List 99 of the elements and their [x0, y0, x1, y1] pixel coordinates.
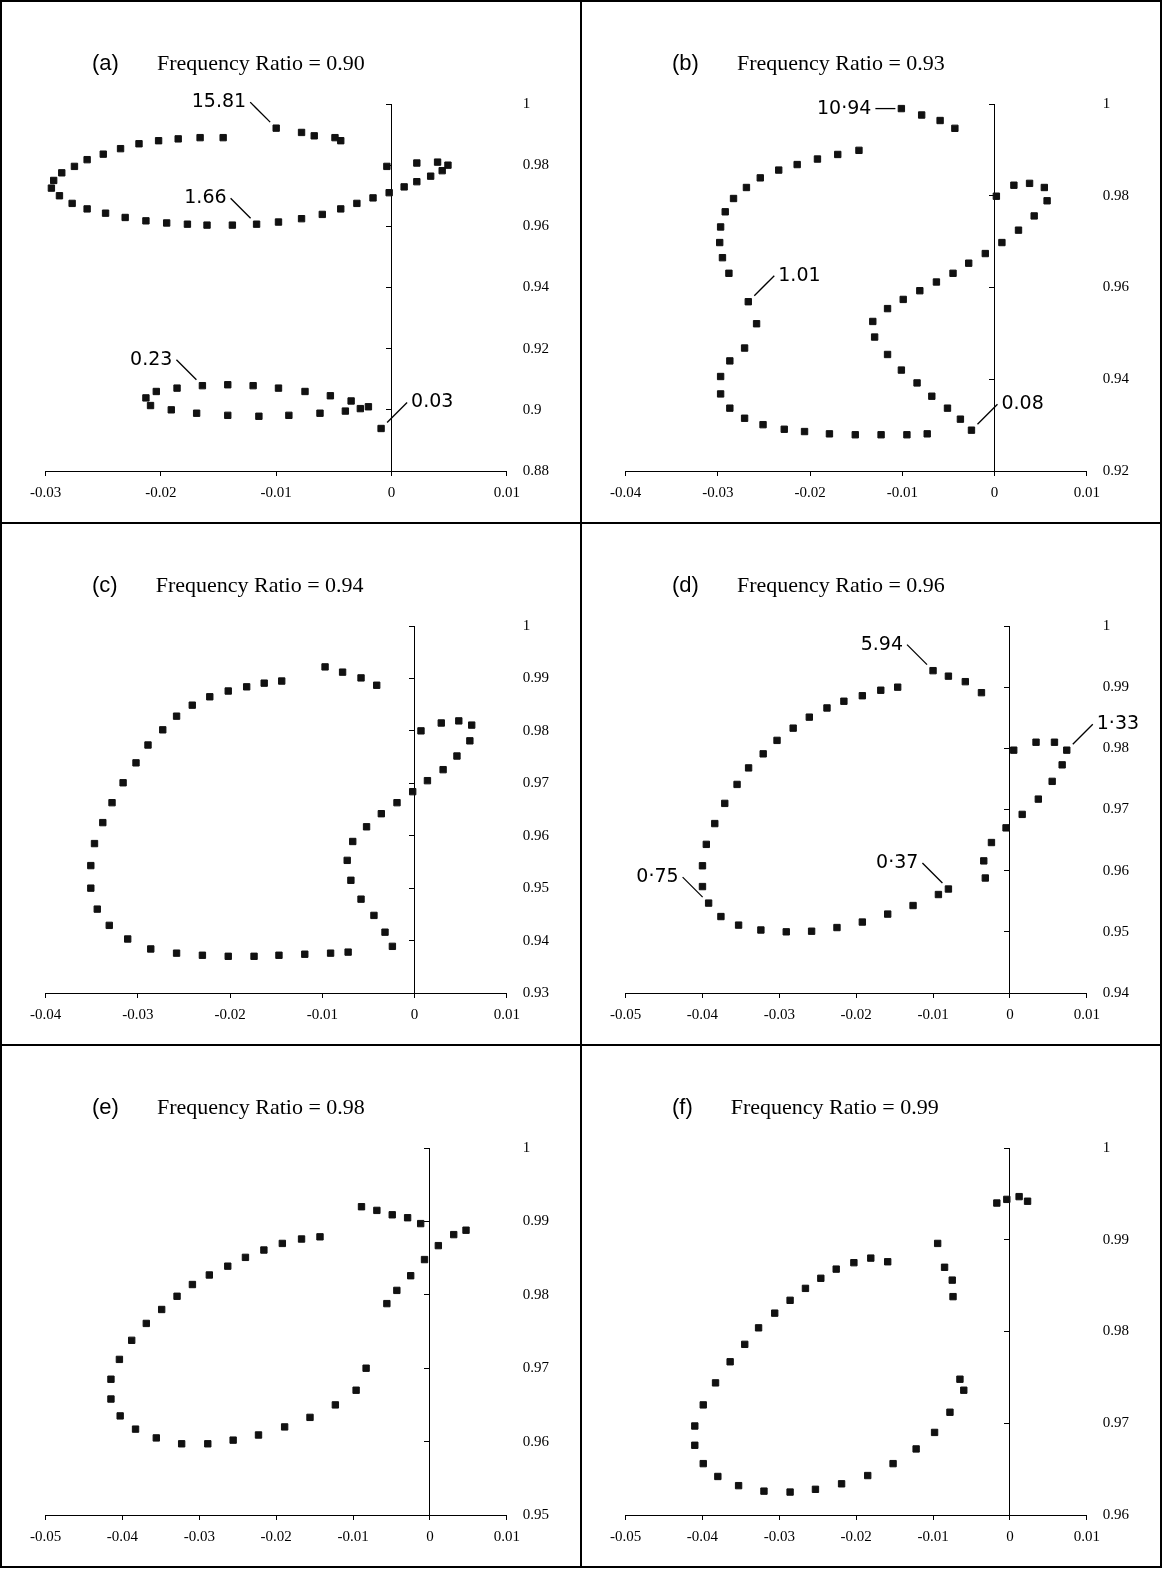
- annotation: 5.94: [860, 631, 904, 654]
- y-tick-label: 0.92: [1102, 461, 1129, 478]
- x-tick-label: 0.01: [1073, 1527, 1100, 1544]
- y-tick-label: 0.96: [522, 1432, 550, 1449]
- y-tick-label: 0.98: [522, 1285, 549, 1302]
- y-tick-label: 0.98: [1102, 1322, 1129, 1339]
- y-tick-label: 0.98: [1102, 186, 1129, 203]
- y-tick-label: 0.96: [1102, 1505, 1130, 1522]
- annotation: 0.03: [411, 389, 454, 412]
- chart-subtitle: Frequency Ratio = 0.98: [156, 1094, 365, 1119]
- y-tick-label: 0.9: [522, 400, 542, 417]
- y-tick-label: 0.97: [522, 774, 550, 791]
- y-tick-label: 0.94: [1102, 370, 1130, 387]
- y-tick-label: 0.94: [1102, 983, 1130, 1000]
- y-tick-label: 0.92: [522, 339, 549, 356]
- y-tick-label: 0.94: [522, 278, 550, 295]
- x-tick-label: -0.02: [840, 1527, 872, 1544]
- chart-title: (b): [672, 50, 699, 75]
- x-tick-label: -0.03: [763, 1005, 795, 1022]
- x-tick-label: 0: [426, 1527, 434, 1544]
- chart-subtitle: Frequency Ratio = 0.93: [736, 50, 945, 75]
- y-tick-label: 0.99: [522, 669, 549, 686]
- x-tick-label: -0.04: [30, 1005, 62, 1022]
- y-tick-label: 1: [1102, 1138, 1111, 1155]
- x-tick-label: -0.03: [30, 483, 62, 500]
- y-tick-label: 1: [522, 616, 531, 633]
- x-tick-label: 0.01: [1073, 483, 1100, 500]
- y-tick-label: 0.96: [522, 826, 550, 843]
- x-tick-label: -0.01: [917, 1527, 949, 1544]
- x-tick-label: -0.01: [306, 1005, 338, 1022]
- y-tick-label: 1: [1102, 616, 1111, 633]
- x-tick-label: -0.02: [214, 1005, 246, 1022]
- x-tick-label: -0.04: [686, 1527, 719, 1544]
- annotation: 10·94: [816, 95, 872, 118]
- annotation: 0.08: [1001, 391, 1044, 414]
- annotation: 1.01: [778, 262, 821, 285]
- annotation: 1.66: [184, 185, 227, 208]
- x-tick-label: -0.01: [917, 1005, 949, 1022]
- x-tick-label: -0.02: [145, 483, 177, 500]
- y-tick-label: 0.94: [522, 931, 550, 948]
- chart-title: (a): [92, 50, 119, 75]
- y-tick-label: 0.99: [522, 1212, 549, 1229]
- x-tick-label: 0: [1006, 1005, 1014, 1022]
- y-tick-label: 0.95: [1102, 922, 1129, 939]
- y-tick-label: 0.96: [522, 217, 550, 234]
- y-tick-label: 0.99: [1102, 678, 1129, 695]
- x-tick-label: -0.01: [886, 483, 918, 500]
- x-tick-label: 0.01: [493, 483, 520, 500]
- chart-title: (e): [92, 1094, 119, 1119]
- chart-subtitle: Frequency Ratio = 0.90: [156, 50, 365, 75]
- y-tick-label: 1: [522, 1138, 531, 1155]
- y-tick-label: 0.95: [522, 879, 549, 896]
- chart-subtitle: Frequency Ratio = 0.96: [736, 572, 945, 597]
- annotation: 15.81: [191, 89, 247, 112]
- y-tick-label: 0.96: [1102, 278, 1130, 295]
- x-tick-label: 0.01: [1073, 1005, 1100, 1022]
- x-tick-label: 0: [990, 483, 999, 500]
- y-tick-label: 0.98: [1102, 739, 1129, 756]
- x-tick-label: -0.02: [794, 483, 826, 500]
- x-tick-label: -0.03: [702, 483, 734, 500]
- x-tick-label: 0.01: [493, 1527, 520, 1544]
- x-tick-label: -0.02: [840, 1005, 872, 1022]
- y-tick-label: 0.97: [1102, 800, 1130, 817]
- y-tick-label: 0.97: [522, 1359, 550, 1376]
- x-tick-label: -0.04: [106, 1527, 139, 1544]
- x-tick-label: 0.01: [493, 1005, 520, 1022]
- x-tick-label: 0: [410, 1005, 419, 1022]
- y-tick-label: 1: [522, 94, 531, 111]
- chart-subtitle: Frequency Ratio = 0.99: [730, 1094, 939, 1119]
- x-tick-label: -0.05: [30, 1527, 62, 1544]
- y-tick-label: 1: [1102, 94, 1111, 111]
- y-tick-label: 0.98: [522, 721, 549, 738]
- x-tick-label: -0.01: [337, 1527, 369, 1544]
- annotation: 0·75: [636, 864, 679, 887]
- y-tick-label: 0.99: [1102, 1230, 1129, 1247]
- chart-subtitle: Frequency Ratio = 0.94: [155, 572, 364, 597]
- x-tick-label: -0.03: [122, 1005, 154, 1022]
- x-tick-label: 0: [1006, 1527, 1014, 1544]
- x-tick-label: -0.04: [610, 483, 642, 500]
- chart-title: (c): [92, 572, 118, 597]
- x-tick-label: -0.03: [763, 1527, 795, 1544]
- y-tick-label: 0.88: [522, 461, 549, 478]
- y-tick-label: 0.93: [522, 983, 549, 1000]
- x-tick-label: -0.05: [610, 1527, 642, 1544]
- x-tick-label: -0.04: [686, 1005, 719, 1022]
- y-tick-label: 0.95: [522, 1505, 549, 1522]
- chart-title: (d): [672, 572, 699, 597]
- chart-title: (f): [672, 1094, 693, 1119]
- annotation: 1·33: [1096, 711, 1140, 734]
- annotation: 0.23: [130, 346, 173, 369]
- x-tick-label: -0.01: [260, 483, 292, 500]
- x-tick-label: 0: [387, 483, 396, 500]
- y-tick-label: 0.97: [1102, 1414, 1130, 1431]
- x-tick-label: -0.03: [183, 1527, 215, 1544]
- y-tick-label: 0.98: [522, 156, 549, 173]
- x-tick-label: -0.05: [610, 1005, 642, 1022]
- y-tick-label: 0.96: [1102, 861, 1130, 878]
- x-tick-label: -0.02: [260, 1527, 292, 1544]
- annotation: 0·37: [876, 849, 919, 872]
